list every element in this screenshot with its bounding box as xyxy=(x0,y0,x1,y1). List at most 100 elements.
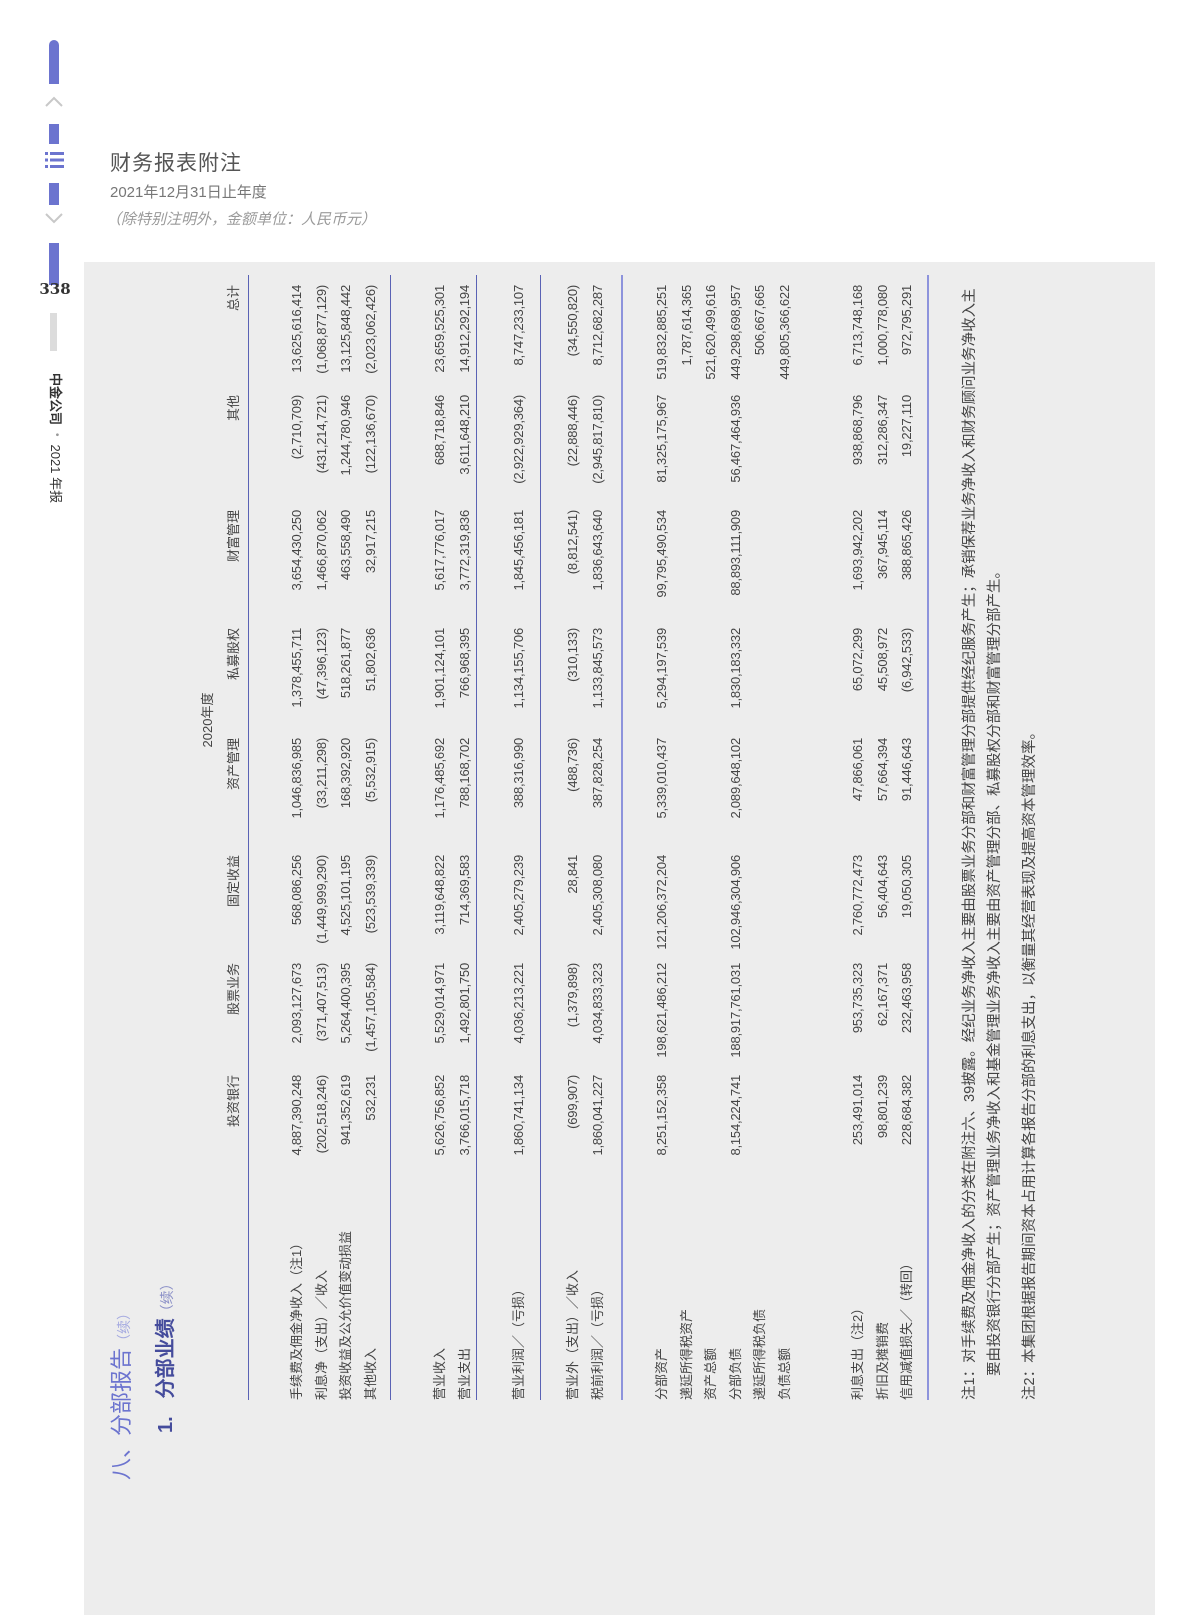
chevron-down-icon[interactable] xyxy=(43,212,65,226)
table-cell: 8,154,224,741 xyxy=(727,1075,743,1156)
table-cell: 4,036,213,221 xyxy=(511,963,526,1044)
rotated-table-page: 八、分部报告（续） 1.分部业绩（续） 2020年度 投资银行 股票业务 固定收益资… xyxy=(84,262,1155,1615)
table-cell: 4,525,101,195 xyxy=(338,855,353,936)
sidebar-caption: 中金公司 • 2021 年报 xyxy=(49,373,65,533)
table-cell: 1,378,455,711 xyxy=(289,628,304,708)
table-cell: 1,830,183,332 xyxy=(727,628,743,709)
table-row: 折旧及摊销费 98,801,239 62,167,371 56,404,643 57,6… xyxy=(871,262,896,1615)
table-cell: 19,050,305 xyxy=(899,855,914,919)
row-label: 利息支出（注2） xyxy=(850,1301,865,1400)
row-group: 营业利润／（亏损） 1,860,741,134 4,036,213,221 2,405… xyxy=(507,262,532,1615)
table-cell: 23,659,525,301 xyxy=(432,285,447,373)
table-cell: 766,968,395 xyxy=(456,628,472,699)
table-cell: 65,072,299 xyxy=(850,628,865,692)
column-header: 投资银行 xyxy=(226,1075,241,1128)
column-header: 私募股权 xyxy=(226,628,241,681)
table-cell: 312,286,347 xyxy=(874,395,890,466)
row-label: 营业外（支出）／收入 xyxy=(565,1269,580,1400)
table-cell: 5,529,014,971 xyxy=(432,963,447,1044)
note-2: 注2：本集团根据报告期间资本占用计算各报告分部的利息支出，以衡量其经营表现及提高… xyxy=(1022,724,1038,1400)
table-cell: 51,802,636 xyxy=(362,628,378,692)
table-cell: 232,463,958 xyxy=(899,963,914,1034)
subsection-title: 1. 分部业绩（续） xyxy=(149,1276,178,1433)
table-cell: 3,611,648,210 xyxy=(456,395,472,475)
table-cell: 387,828,254 xyxy=(589,738,605,809)
table-cell: 2,760,772,473 xyxy=(850,855,865,936)
table-cell: 714,369,583 xyxy=(456,855,472,926)
table-cell: 99,795,490,534 xyxy=(654,510,669,598)
sidebar-accent-bar xyxy=(49,243,59,285)
column-header: 其他 xyxy=(226,395,241,422)
table-cell: 1,836,643,640 xyxy=(589,510,605,591)
table-cell: (34,550,820) xyxy=(565,285,580,357)
page-number: 338 xyxy=(39,280,71,298)
table-row: 营业外（支出）／收入 (699,907) (1,379,898) 28,841 (488… xyxy=(561,262,586,1615)
table-cell: 3,654,430,250 xyxy=(289,510,304,591)
table-cell: 1,845,456,181 xyxy=(511,510,526,591)
table-cell: 5,294,197,539 xyxy=(654,628,669,709)
table-cell: 13,625,616,414 xyxy=(289,285,304,373)
table-cell: (1,449,999,290) xyxy=(313,855,329,944)
subsection-title-text: 分部业绩 xyxy=(155,1318,177,1399)
row-label: 利息净（支出）／收入 xyxy=(313,1269,329,1400)
year-header: 2020年度 xyxy=(200,692,215,748)
table-cell: (6,942,533) xyxy=(899,628,914,693)
table-cell: (488,736) xyxy=(565,738,580,792)
chevron-up-icon[interactable] xyxy=(43,94,65,108)
table-cell: (122,136,670) xyxy=(362,395,378,474)
table-cell: 253,491,014 xyxy=(850,1075,865,1146)
table-row: 利息净（支出）／收入 (202,518,246) (371,407,513) (1,4… xyxy=(310,262,335,1615)
row-label: 营业支出 xyxy=(456,1347,472,1400)
row-label: 其他收入 xyxy=(362,1347,378,1400)
report-name: 2021 年报 xyxy=(48,444,64,504)
table-cell: 98,801,239 xyxy=(874,1075,890,1139)
table-row: 递延所得税负债 506,667,665 xyxy=(748,262,773,1615)
sidebar-accent-bar xyxy=(49,183,59,205)
sidebar-accent-bar xyxy=(49,40,59,84)
table-cell: (5,532,915) xyxy=(362,738,378,803)
table-row: 资产总额 521,620,499,616 xyxy=(699,262,724,1615)
table-cell: 188,917,761,031 xyxy=(727,963,743,1058)
table-cell: 56,467,464,936 xyxy=(727,395,743,483)
table-cell: 449,298,698,957 xyxy=(727,285,743,380)
table-cell: 1,466,870,062 xyxy=(313,510,329,591)
table-cell: 463,558,490 xyxy=(338,510,353,581)
table-cell: 57,664,394 xyxy=(874,738,890,802)
table-cell: (523,539,339) xyxy=(362,855,378,934)
table-cell: (22,888,446) xyxy=(565,395,580,467)
table-cell: 1,176,485,692 xyxy=(432,738,447,819)
table-cell: 5,339,010,437 xyxy=(654,738,669,819)
table-cell: 81,325,175,967 xyxy=(654,395,669,483)
table-cell: 1,787,614,365 xyxy=(678,285,694,366)
table-cell: 19,227,110 xyxy=(899,395,914,458)
table-cell: 1,860,741,134 xyxy=(511,1075,526,1156)
row-label: 手续费及佣金净收入（注1） xyxy=(289,1236,304,1400)
table-cell: 519,832,885,251 xyxy=(654,285,669,380)
subsection-continued: （续） xyxy=(159,1276,175,1319)
table-cell: 5,617,776,017 xyxy=(432,510,447,591)
table-cell: (371,407,513) xyxy=(313,963,329,1042)
table-row: 投资收益及公允价值变动损益 941,352,619 5,264,400,395 4,5… xyxy=(334,262,359,1615)
row-label: 投资收益及公允价值变动损益 xyxy=(338,1230,353,1400)
table-cell: 568,086,256 xyxy=(289,855,304,926)
table-cell: 8,712,682,287 xyxy=(589,285,605,366)
table-cell: 28,841 xyxy=(565,855,580,894)
row-label: 税前利润／（亏损） xyxy=(589,1282,605,1400)
table-cell: 2,405,308,080 xyxy=(589,855,605,936)
menu-list-icon[interactable] xyxy=(45,150,65,170)
table-cell: (2,945,817,810) xyxy=(589,395,605,484)
table-row: 信用减值损失／（转回） 228,684,382 232,463,958 19,050,… xyxy=(895,262,920,1615)
table-cell: 449,805,366,622 xyxy=(776,285,792,380)
note-1: 注1：对手续费及佣金净收入的分类在附注六、39披露。经纪业务净收入主要由股票业务… xyxy=(962,288,1003,1400)
table-cell: (2,710,709) xyxy=(289,395,304,460)
row-label: 递延所得税负债 xyxy=(752,1308,767,1400)
table-cell: 2,093,127,673 xyxy=(289,963,304,1044)
table-cell: 2,405,279,239 xyxy=(511,855,526,936)
company-name: 中金公司 xyxy=(48,373,64,426)
row-label: 营业利润／（亏损） xyxy=(511,1282,526,1400)
divider xyxy=(540,275,541,1400)
table-cell: 1,046,836,985 xyxy=(289,738,304,819)
table-cell: (2,023,062,426) xyxy=(362,285,378,374)
table-cell: 56,404,643 xyxy=(874,855,890,919)
table-cell: 521,620,499,616 xyxy=(703,285,718,380)
